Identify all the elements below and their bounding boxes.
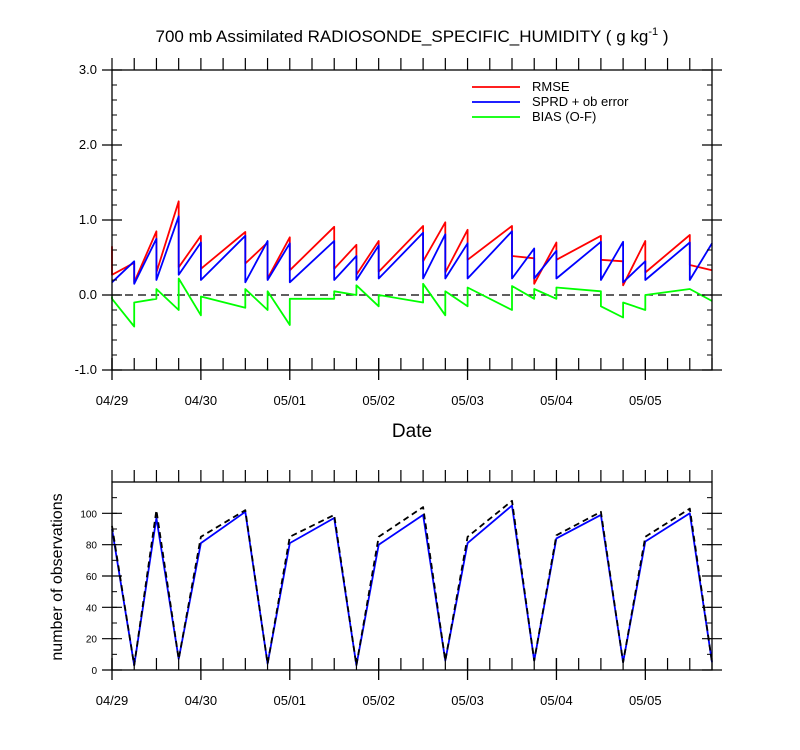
legend-label-rmse: RMSE <box>532 79 570 94</box>
bottom-series-observations-possible <box>111 499 713 667</box>
top-series-bias-o-f <box>111 277 713 328</box>
top-plot-border <box>111 69 713 371</box>
chart-title-exponent: -1 <box>648 26 658 38</box>
top-x-tick-label: 05/05 <box>629 393 662 408</box>
bottom-x-tick-label: 05/04 <box>540 693 573 708</box>
chart-title-suffix: ) <box>658 27 668 46</box>
top-x-tick-label: 04/30 <box>185 393 218 408</box>
bottom-y-axis-title: number of observations <box>49 493 66 660</box>
chart-title-text: 700 mb Assimilated RADIOSONDE_SPECIFIC_H… <box>156 27 649 46</box>
legend-label-bias-o-f: BIAS (O-F) <box>532 109 596 124</box>
bottom-x-tick-label: 05/05 <box>629 693 662 708</box>
legend-label-sprd-ob-error: SPRD + ob error <box>532 94 629 109</box>
bottom-y-tick-label: 80 <box>86 541 98 552</box>
top-y-tick-label: 0.0 <box>79 287 97 302</box>
bottom-y-tick-label: 100 <box>80 509 97 520</box>
bottom-y-tick-label: 0 <box>91 666 97 677</box>
bottom-y-tick-label: 60 <box>86 572 98 583</box>
top-panel-series <box>111 200 713 328</box>
bottom-y-tick-label: 20 <box>86 635 98 646</box>
bottom-plot-border <box>111 481 713 671</box>
top-x-tick-label: 04/29 <box>96 393 129 408</box>
top-y-tick-label: 3.0 <box>79 62 97 77</box>
bottom-panel-series <box>111 499 713 667</box>
top-x-tick-label: 05/02 <box>362 393 395 408</box>
bottom-x-tick-label: 05/02 <box>362 693 395 708</box>
top-y-tick-label: -1.0 <box>75 362 97 377</box>
top-y-tick-label: 1.0 <box>79 212 97 227</box>
bottom-y-tick-label: 40 <box>86 603 98 614</box>
x-axis-title: Date <box>392 421 432 442</box>
top-y-tick-label: 2.0 <box>79 137 97 152</box>
top-series-sprd-ob-error <box>111 215 713 285</box>
bottom-x-tick-label: 04/30 <box>185 693 218 708</box>
bottom-x-tick-label: 05/01 <box>274 693 307 708</box>
bottom-series-observations-used <box>111 504 713 667</box>
bottom-panel-axes: 0 20 40 60 80 100 04/29 04/30 05/01 05/02 05/03 05/… <box>80 470 722 708</box>
chart-title: 700 mb Assimilated RADIOSONDE_SPECIFIC_H… <box>156 26 669 46</box>
top-panel-axes: -1.0 0.0 1.0 2.0 3.0 04/29 04/30 05/01 05/02 05/0… <box>75 58 722 408</box>
top-x-tick-label: 05/04 <box>540 393 573 408</box>
top-x-tick-label: 05/03 <box>451 393 484 408</box>
top-x-tick-label: 05/01 <box>274 393 307 408</box>
bottom-x-tick-label: 04/29 <box>96 693 129 708</box>
bottom-x-tick-label: 05/03 <box>451 693 484 708</box>
